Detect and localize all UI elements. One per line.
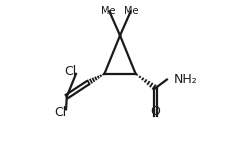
Text: Cl: Cl: [54, 106, 66, 119]
Text: Me: Me: [124, 6, 139, 16]
Text: O: O: [150, 105, 160, 118]
Text: Me: Me: [102, 6, 116, 16]
Text: Cl: Cl: [64, 64, 76, 78]
Text: NH₂: NH₂: [173, 73, 197, 86]
